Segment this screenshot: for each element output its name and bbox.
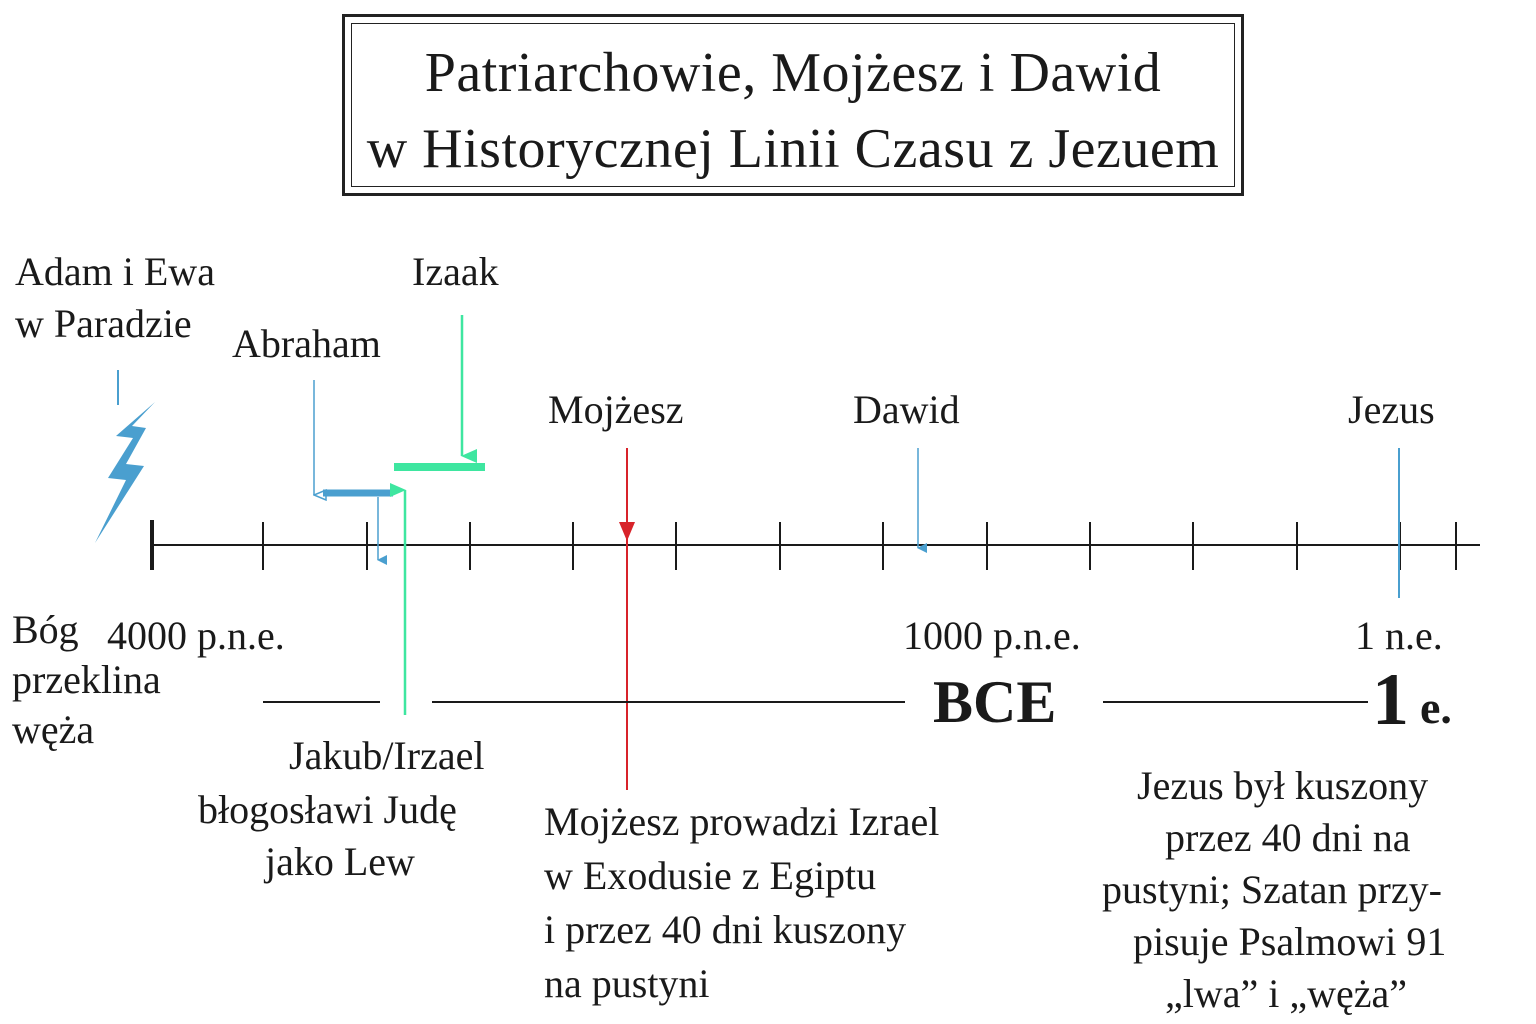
jezus-label: Jezus	[1348, 387, 1435, 432]
tick-label-1000: 1000 p.n.e.	[903, 613, 1081, 658]
title-box: Patriarchowie, Mojżesz i Dawid w History…	[342, 14, 1244, 196]
izaak-label: Izaak	[412, 249, 499, 294]
jezus-note-line5: „lwa” i „węża”	[1165, 971, 1408, 1016]
bog-note-line3: węża	[12, 707, 95, 752]
jezus-note-line4: pisuje Psalmowi 91	[1133, 919, 1447, 964]
era-bce-label: BCE	[933, 669, 1057, 735]
era-ce-number: 1	[1372, 659, 1409, 741]
dawid-label: Dawid	[853, 387, 960, 432]
title-inner-frame	[351, 23, 1235, 187]
tick-label-4000: 4000 p.n.e.	[107, 613, 285, 658]
bog-note-line1: Bóg	[12, 607, 79, 652]
era-ce-letter: e.	[1420, 682, 1452, 733]
lightning-bolt-icon	[95, 402, 155, 543]
bog-note-line2: przeklina	[12, 657, 161, 702]
mojzesz-label: Mojżesz	[548, 387, 684, 432]
jakub-note-line2: błogosławi Judę	[198, 787, 457, 832]
jakub-note-line1: Jakub/Irzael	[289, 733, 485, 778]
abraham-label: Abraham	[232, 321, 381, 366]
jezus-note-line2: przez 40 dni na	[1165, 815, 1411, 860]
jezus-note-line1: Jezus był kuszony	[1137, 763, 1429, 808]
jezus-note-line3: pustyni; Szatan przy-	[1102, 867, 1442, 912]
mojzesz-note-line3: i przez 40 dni kuszony	[544, 907, 907, 952]
tick-label-1: 1 n.e.	[1355, 613, 1443, 658]
mojzesz-note-line2: w Exodusie z Egiptu	[544, 853, 877, 898]
title-line-2: w Historycznej Linii Czasu z Jezuem	[366, 118, 1220, 180]
jakub-note-line3: jako Lew	[265, 839, 415, 884]
mojzesz-arrowhead	[619, 522, 635, 541]
adam-label-line1: Adam i Ewa	[15, 249, 215, 294]
mojzesz-note-line4: na pustyni	[544, 961, 710, 1006]
adam-label-line2: w Paradzie	[15, 301, 192, 346]
title-line-1: Patriarchowie, Mojżesz i Dawid	[424, 42, 1162, 104]
mojzesz-note-line1: Mojżesz prowadzi Izrael	[544, 799, 940, 844]
